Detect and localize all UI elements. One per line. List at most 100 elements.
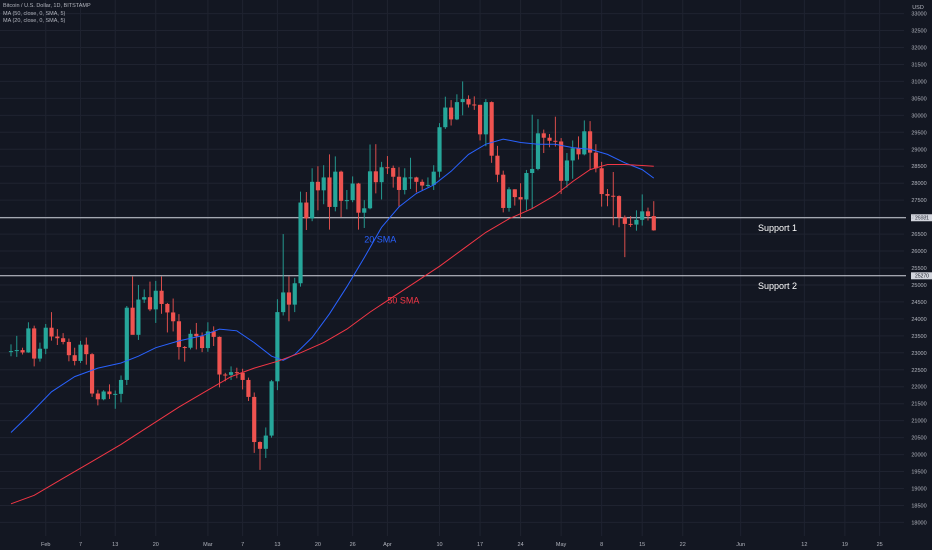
candle-body-up <box>582 131 587 155</box>
time-tick-label: Feb <box>41 542 50 548</box>
price-axis-currency: USD <box>912 5 924 11</box>
candle-body-down <box>147 297 153 310</box>
candle-body-down <box>477 104 483 135</box>
candle-body-down <box>541 133 546 138</box>
candle-body-down <box>200 336 205 349</box>
candle-body-up <box>228 372 234 375</box>
candle-body-up <box>640 211 645 220</box>
level-price-tag <box>911 272 932 280</box>
price-tick-label: 25000 <box>911 283 926 289</box>
candle-body-down <box>286 292 292 305</box>
candle-body-down <box>130 307 135 335</box>
candle-body-up <box>367 171 373 209</box>
candle-body-up <box>281 292 286 313</box>
candle-body-up <box>188 333 193 348</box>
candle-body-down <box>107 391 112 395</box>
sma-20-annotation: 20 SMA <box>364 235 396 245</box>
price-tick-label: 27500 <box>911 198 926 204</box>
candle-body-up <box>275 312 280 382</box>
candle-body-up <box>379 167 384 183</box>
candle-body-up <box>425 184 431 186</box>
candle-body-down <box>338 171 344 201</box>
price-tick-label: 28000 <box>911 181 926 187</box>
support-levels: 26981 Support 1 25270 Support 2 <box>0 214 932 291</box>
price-tick-label: 21500 <box>911 402 926 408</box>
price-tick-label: 21000 <box>911 419 926 425</box>
candle-body-down <box>315 181 320 191</box>
candle-body-down <box>466 99 471 105</box>
time-tick-label: 13 <box>274 542 280 548</box>
candle-body-down <box>553 140 558 142</box>
indicator-ma20-label[interactable]: MA (20, close, 0, SMA, 5) <box>3 18 66 24</box>
time-tick-label: May <box>556 542 567 548</box>
price-tick-label: 19000 <box>911 487 926 493</box>
candle-body-down <box>20 350 25 353</box>
price-axis[interactable]: USD 18000 18500 19000 19500 20000 20500 21000 21… <box>911 5 926 526</box>
price-tick-label: 33000 <box>911 12 926 18</box>
candle-body-down <box>234 372 239 374</box>
candle-body-up <box>362 208 367 213</box>
candle-body-down <box>84 344 89 355</box>
candle-body-down <box>391 167 396 177</box>
level-price-tag <box>911 214 932 222</box>
price-tick-label: 18000 <box>911 520 926 526</box>
time-tick-label: 20 <box>315 542 321 548</box>
candle-body-down <box>420 181 425 186</box>
sma-50-line <box>10 164 654 505</box>
candle-body-down <box>194 333 199 337</box>
price-tick-label: 32000 <box>911 45 926 51</box>
candle-body-up <box>37 348 43 359</box>
candle-body-up <box>136 299 141 335</box>
indicator-ma50-label[interactable]: MA (50, close, 0, SMA, 5) <box>3 10 66 17</box>
candle-body-up <box>344 200 349 202</box>
candle-body-up <box>118 379 124 394</box>
candle-body-down <box>414 177 419 182</box>
time-tick-label: 7 <box>79 542 82 548</box>
candle-body-up <box>43 327 48 349</box>
candle-body-down <box>304 202 309 219</box>
price-tick-label: 22000 <box>911 385 926 391</box>
level-price-tag-text: 26981 <box>915 216 929 222</box>
candle-body-down <box>223 374 228 376</box>
candle-body-down <box>593 152 598 169</box>
candle-body-down <box>240 372 245 380</box>
candle-body-down <box>61 338 66 342</box>
candle-body-down <box>89 354 95 394</box>
price-tick-label: 31000 <box>911 79 926 85</box>
candle-body-up <box>350 183 355 201</box>
candle-body-down <box>49 327 54 337</box>
support-label: Support 1 <box>758 223 797 233</box>
candle-body-down <box>396 176 402 190</box>
time-axis[interactable]: Feb 7 13 20 Mar 7 13 20 26 Apr 10 17 24 May 8 15 22 Jun 12… <box>41 542 883 548</box>
candle-body-up <box>524 173 529 200</box>
candle-body-down <box>559 141 564 181</box>
candle-body-up <box>263 435 268 449</box>
candle-body-down <box>599 168 604 195</box>
candle-body-down <box>182 347 187 349</box>
candle-body-up <box>530 168 535 174</box>
candle-body-down <box>356 183 361 213</box>
candle-body-down <box>622 217 627 224</box>
time-tick-label: 8 <box>600 542 603 548</box>
candle-body-up <box>78 344 83 361</box>
candle-body-up <box>431 171 436 185</box>
candle-body-up <box>506 189 512 208</box>
candle-body-down <box>628 223 633 225</box>
candle-body-up <box>142 297 147 300</box>
candle-body-up <box>443 107 448 128</box>
candle-body-down <box>472 104 477 106</box>
candle-body-up <box>124 307 129 380</box>
candle-body-down <box>547 137 552 141</box>
candle-body-up <box>483 102 488 135</box>
price-tick-label: 18500 <box>911 503 926 509</box>
candle-body-down <box>66 341 71 356</box>
candle-body-up <box>101 391 106 400</box>
price-tick-label: 22500 <box>911 368 926 374</box>
candle-body-up <box>205 331 210 349</box>
sma-50-annotation: 50 SMA <box>387 296 419 306</box>
candle-body-up <box>26 328 31 353</box>
candle-body-down <box>171 312 176 322</box>
candle-body-up <box>298 202 303 284</box>
candle-body-down <box>217 336 222 375</box>
